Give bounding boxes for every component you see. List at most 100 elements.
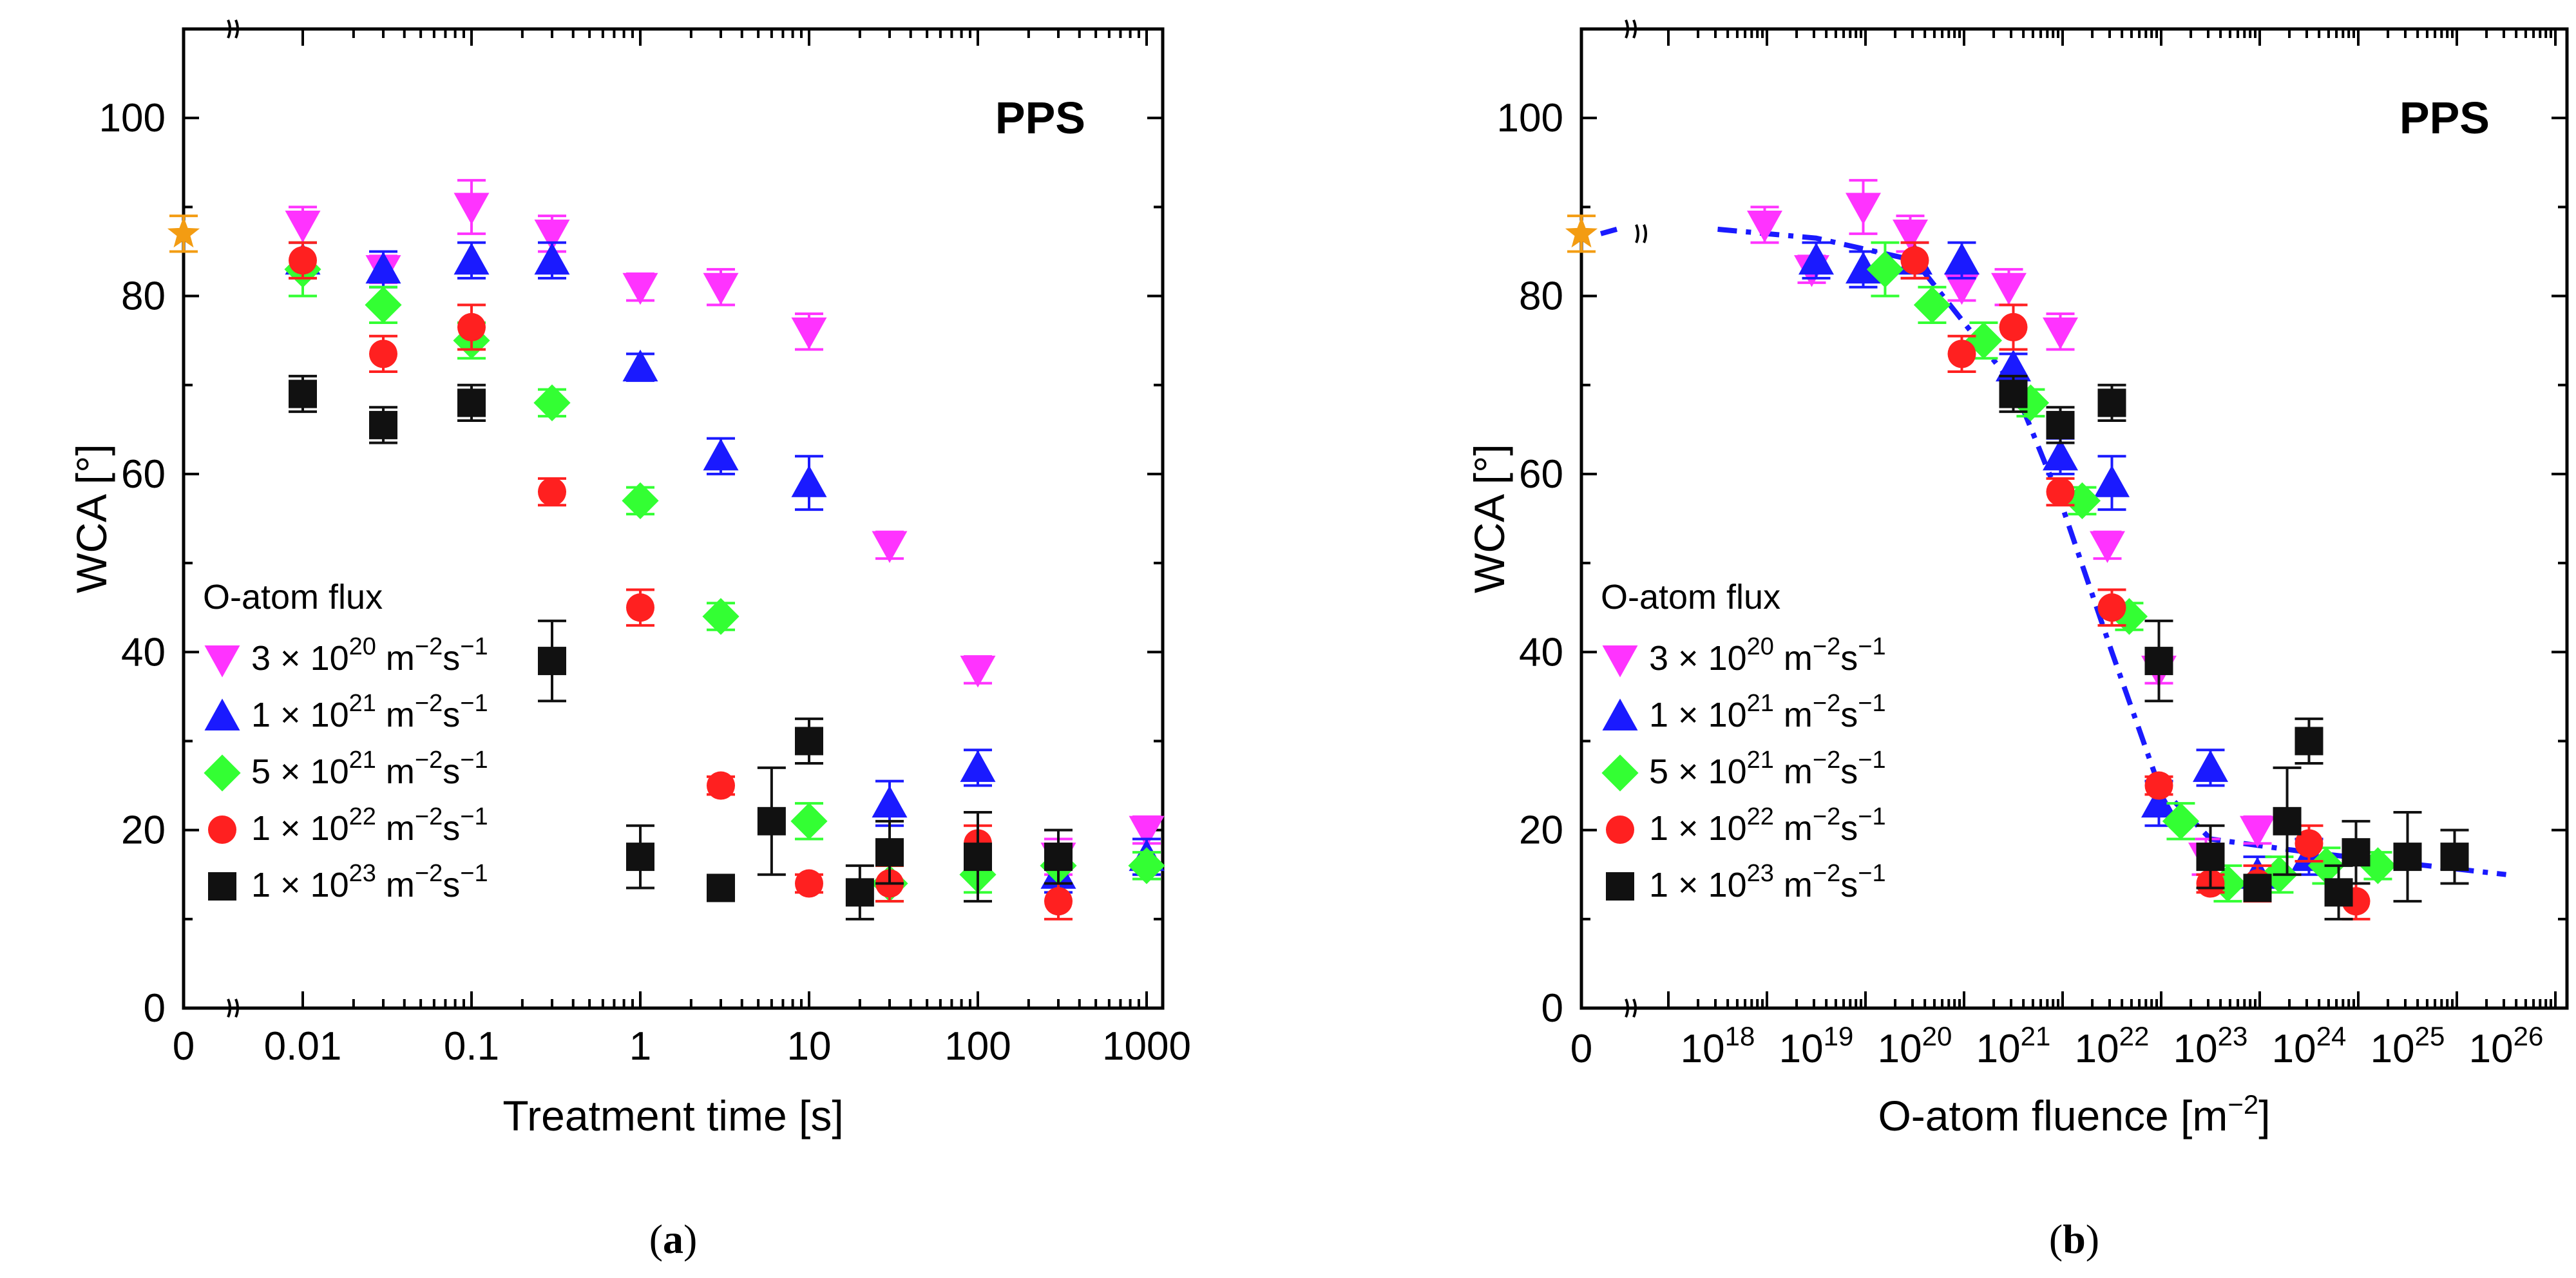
x-tick-label: 1023 — [2173, 1021, 2248, 1071]
data-point — [1845, 251, 1881, 284]
data-point — [369, 410, 398, 439]
panel-title: PPS — [995, 93, 1085, 143]
data-point — [285, 211, 321, 243]
x-tick-label: 1020 — [1878, 1021, 1952, 1071]
legend-label: 3 × 1020 m−2s−1 — [1649, 633, 1886, 678]
data-point — [2141, 785, 2177, 818]
data-point — [1128, 847, 1165, 884]
data-point — [2342, 838, 2371, 867]
y-tick-label: 40 — [121, 630, 166, 674]
y-tick-label: 0 — [144, 986, 166, 1031]
data-point — [365, 251, 401, 284]
axis-break-bottom — [227, 998, 239, 1018]
axis-break-top — [227, 19, 239, 39]
fit-line-segment — [1599, 227, 1618, 236]
legend: O-atom flux 3 × 1020 m−2s−1 1 × 1021 m−2s−… — [1601, 578, 1886, 904]
data-point — [872, 785, 908, 818]
legend-marker — [204, 645, 240, 678]
y-axis-title: WCA [°] — [1465, 444, 1513, 593]
panel-title: PPS — [2399, 93, 2490, 143]
data-point — [533, 384, 571, 421]
y-tick-label: 60 — [121, 452, 166, 497]
data-point — [365, 286, 402, 323]
y-tick-label: 40 — [1519, 630, 1563, 674]
y-tick-label: 80 — [1519, 274, 1563, 319]
axis-break-top — [1625, 19, 1637, 39]
data-point — [1900, 246, 1929, 275]
data-point — [2046, 477, 2075, 506]
panel-caption: (a) — [649, 1216, 698, 1262]
data-point — [791, 317, 827, 350]
y-tick-label: 80 — [121, 274, 166, 319]
data-point — [875, 838, 904, 867]
data-point — [2097, 593, 2126, 622]
data-point — [1943, 272, 1980, 305]
data-point — [2295, 829, 2323, 858]
data-point — [2239, 815, 2275, 848]
series-4 — [1999, 374, 2469, 920]
data-point — [2273, 806, 2302, 835]
legend-label: 1 × 1023 m−2s−1 — [1649, 860, 1886, 904]
legend-title: O-atom flux — [1601, 578, 1780, 616]
axis-break-stroke — [1625, 19, 1629, 39]
axis-break-stroke — [1635, 224, 1639, 243]
data-point — [791, 465, 827, 497]
data-point — [289, 379, 317, 408]
fit-line-break — [1635, 224, 1647, 243]
data-point — [2097, 388, 2126, 417]
legend-marker — [1602, 645, 1638, 678]
data-point — [1866, 251, 1904, 288]
data-point — [960, 750, 996, 782]
data-point — [626, 593, 654, 622]
axis-break-stroke — [234, 19, 239, 39]
legend-marker — [204, 698, 240, 730]
y-tick-label: 100 — [99, 96, 166, 140]
x-tick-label: 0 — [173, 1024, 195, 1069]
legend-label: 1 × 1021 m−2s−1 — [1649, 690, 1886, 734]
data-point — [2243, 873, 2272, 902]
data-point — [1999, 379, 2028, 408]
legend-label: 1 × 1022 m−2s−1 — [1649, 803, 1886, 848]
legend-label: 5 × 1021 m−2s−1 — [1649, 747, 1886, 791]
legend-label: 5 × 1021 m−2s−1 — [251, 747, 488, 791]
data-point — [289, 246, 317, 275]
data-point — [707, 771, 736, 800]
data-point — [538, 477, 567, 506]
y-tick-label: 0 — [1541, 986, 1563, 1031]
data-point — [1798, 242, 1834, 275]
data-point — [2440, 843, 2469, 872]
data-point — [872, 531, 908, 563]
data-point — [964, 843, 992, 872]
series-4 — [289, 374, 1073, 920]
x-axis-title: O-atom fluence [m−2] — [1878, 1089, 2270, 1140]
untreated-point — [1565, 216, 1598, 248]
legend-marker — [1602, 698, 1638, 730]
data-point — [1044, 887, 1073, 916]
data-point — [1044, 843, 1073, 872]
axis-break-stroke — [234, 998, 239, 1018]
x-axis-title: Treatment time [s] — [502, 1092, 843, 1140]
data-point — [2094, 465, 2130, 497]
axis-break-stroke — [227, 998, 231, 1018]
series-2 — [1866, 241, 2397, 903]
x-tick-label: 100 — [944, 1024, 1011, 1069]
legend-marker — [204, 754, 241, 792]
x-tick-label: 1022 — [2075, 1021, 2150, 1071]
x-tick-label: 1018 — [1681, 1021, 1755, 1071]
x-tick-label: 1000 — [1102, 1024, 1191, 1069]
data-point — [538, 647, 567, 676]
data-point — [1129, 815, 1165, 848]
data-point — [1990, 272, 2027, 305]
data-point — [702, 598, 739, 635]
x-tick-label: 0 — [1570, 1027, 1592, 1071]
legend-marker — [1606, 872, 1634, 901]
data-point — [457, 312, 486, 341]
data-point — [1913, 286, 1951, 323]
y-tick-label: 100 — [1497, 96, 1563, 140]
data-point — [1892, 219, 1928, 252]
data-point — [703, 438, 739, 471]
legend-marker — [1601, 754, 1639, 792]
data-point — [2144, 771, 2173, 800]
